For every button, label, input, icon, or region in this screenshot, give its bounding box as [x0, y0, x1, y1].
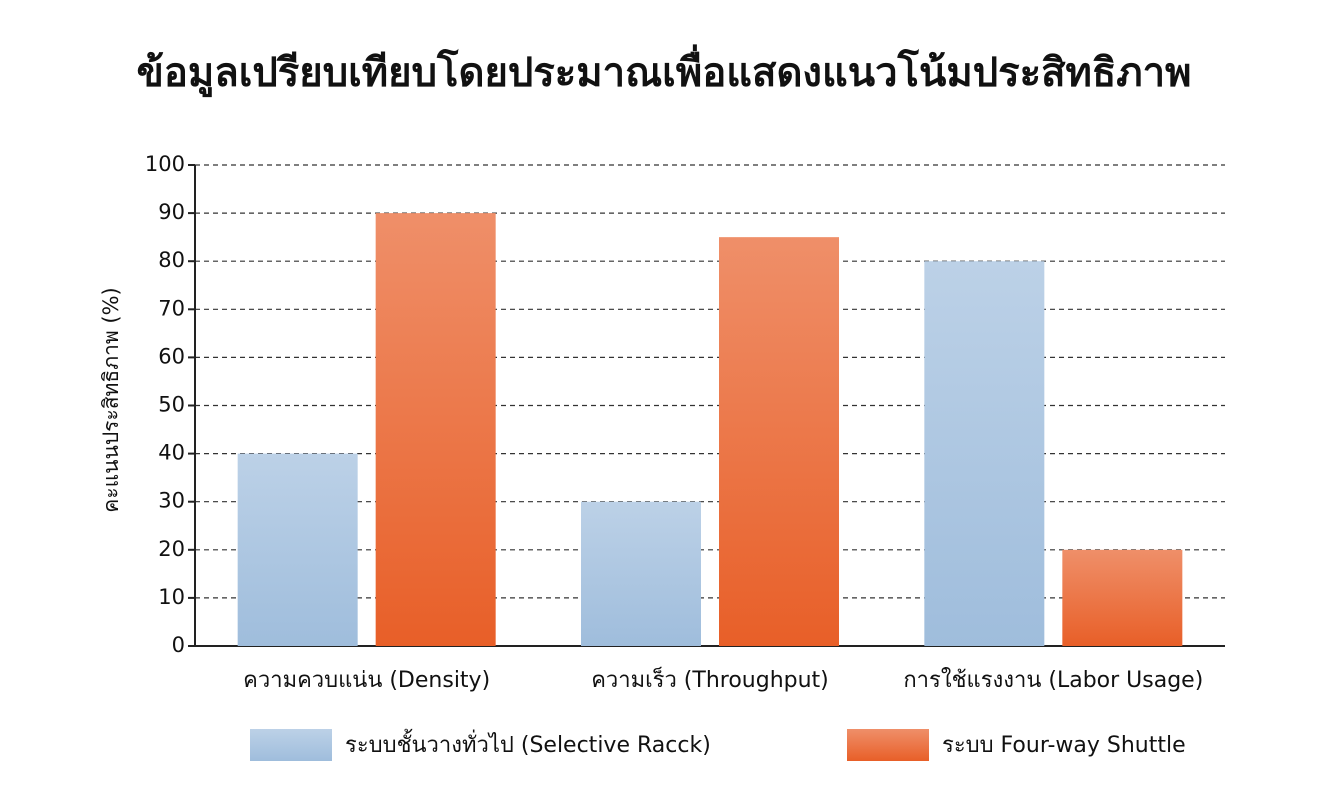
y-axis-label: คะแนนประสิทธิภาพ (%): [99, 287, 123, 512]
bar: [237, 453, 358, 646]
chart-title: ข้อมูลเปรียบเทียบโดยประมาณเพื่อแสดงแนวโน…: [137, 44, 1192, 97]
y-tick-label: 40: [158, 441, 185, 465]
bar: [719, 237, 839, 646]
y-tick-label: 30: [158, 489, 185, 513]
x-tick-label: ความเร็ว (Throughput): [591, 665, 829, 693]
bar: [1062, 549, 1183, 646]
x-tick-label: ความควบแน่น (Density): [243, 668, 490, 693]
y-tick-label: 100: [145, 152, 185, 176]
legend-swatch: [847, 729, 929, 761]
y-tick-label: 0: [172, 633, 185, 657]
y-tick-label: 60: [158, 344, 185, 368]
y-tick-label: 90: [158, 200, 185, 224]
bar: [375, 213, 496, 646]
bar: [924, 261, 1045, 646]
y-tick-label: 50: [158, 393, 185, 417]
legend-label: ระบบ Four-way Shuttle: [942, 733, 1186, 758]
legend-label: ระบบชั้นวางทั่วไป (Selective Racck): [345, 729, 711, 758]
legend-swatch: [250, 729, 332, 761]
y-tick-label: 70: [158, 296, 185, 320]
bar: [581, 501, 701, 646]
x-tick-label: การใช้แรงงาน (Labor Usage): [903, 667, 1203, 693]
y-tick-label: 20: [158, 537, 185, 561]
y-tick-label: 80: [158, 248, 185, 272]
y-tick-label: 10: [158, 585, 185, 609]
